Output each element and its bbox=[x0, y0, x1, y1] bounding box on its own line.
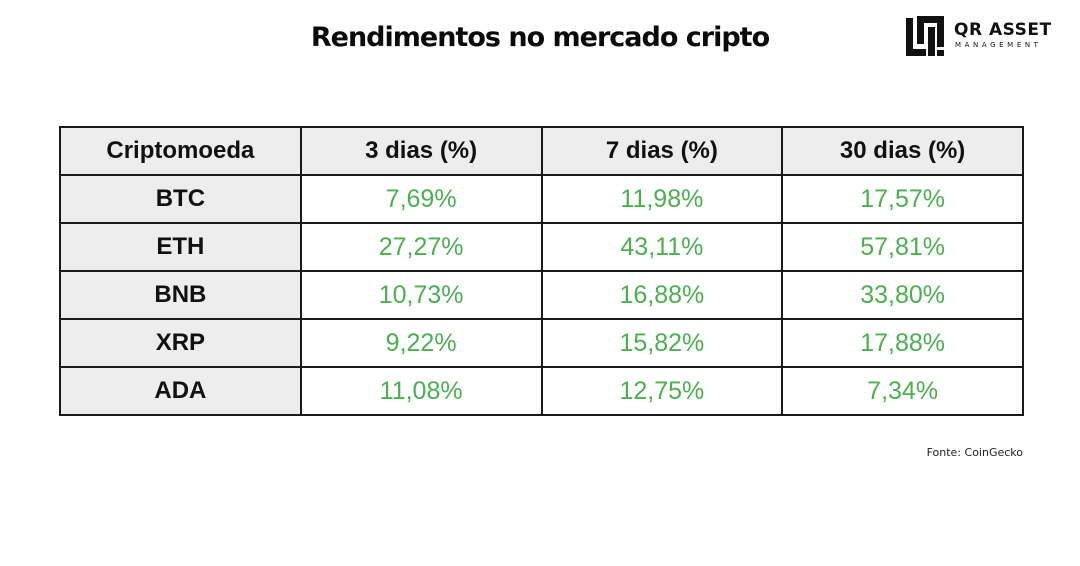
returns-table: Criptomoeda 3 dias (%) 7 dias (%) 30 dia… bbox=[59, 126, 1024, 416]
header-row: Criptomoeda 3 dias (%) 7 dias (%) 30 dia… bbox=[59, 126, 1024, 176]
return-3d-cell: 10,73% bbox=[299, 270, 543, 320]
coin-cell: ETH bbox=[59, 222, 302, 272]
return-7d-cell: 16,88% bbox=[540, 270, 784, 320]
brand-logo: QR ASSET MANAGEMENT bbox=[906, 16, 1066, 58]
table-row: XRP 9,22% 15,82% 17,88% bbox=[59, 318, 1024, 368]
source-note: Fonte: CoinGecko bbox=[926, 446, 1023, 459]
column-header-7d: 7 dias (%) bbox=[540, 126, 784, 176]
table-row: ADA 11,08% 12,75% 7,34% bbox=[59, 366, 1024, 416]
return-3d-cell: 11,08% bbox=[299, 366, 543, 416]
table-row: ETH 27,27% 43,11% 57,81% bbox=[59, 222, 1024, 272]
table-row: BTC 7,69% 11,98% 17,57% bbox=[59, 174, 1024, 224]
return-7d-cell: 11,98% bbox=[540, 174, 784, 224]
return-30d-cell: 33,80% bbox=[781, 270, 1024, 320]
coin-cell: BTC bbox=[59, 174, 302, 224]
coin-cell: XRP bbox=[59, 318, 302, 368]
return-7d-cell: 12,75% bbox=[540, 366, 784, 416]
qr-asset-logo-icon bbox=[906, 16, 944, 56]
coin-cell: BNB bbox=[59, 270, 302, 320]
column-header-crypto: Criptomoeda bbox=[59, 126, 302, 176]
column-header-3d: 3 dias (%) bbox=[299, 126, 543, 176]
return-3d-cell: 27,27% bbox=[299, 222, 543, 272]
return-30d-cell: 57,81% bbox=[781, 222, 1024, 272]
return-3d-cell: 7,69% bbox=[299, 174, 543, 224]
logo-subtitle: MANAGEMENT bbox=[955, 41, 1042, 49]
column-header-30d: 30 dias (%) bbox=[781, 126, 1024, 176]
return-3d-cell: 9,22% bbox=[299, 318, 543, 368]
return-30d-cell: 17,88% bbox=[781, 318, 1024, 368]
coin-cell: ADA bbox=[59, 366, 302, 416]
return-7d-cell: 43,11% bbox=[540, 222, 784, 272]
return-30d-cell: 7,34% bbox=[781, 366, 1024, 416]
return-30d-cell: 17,57% bbox=[781, 174, 1024, 224]
logo-name: QR ASSET bbox=[954, 20, 1052, 40]
page-title: Rendimentos no mercado cripto bbox=[310, 22, 770, 53]
return-7d-cell: 15,82% bbox=[540, 318, 784, 368]
table-row: BNB 10,73% 16,88% 33,80% bbox=[59, 270, 1024, 320]
